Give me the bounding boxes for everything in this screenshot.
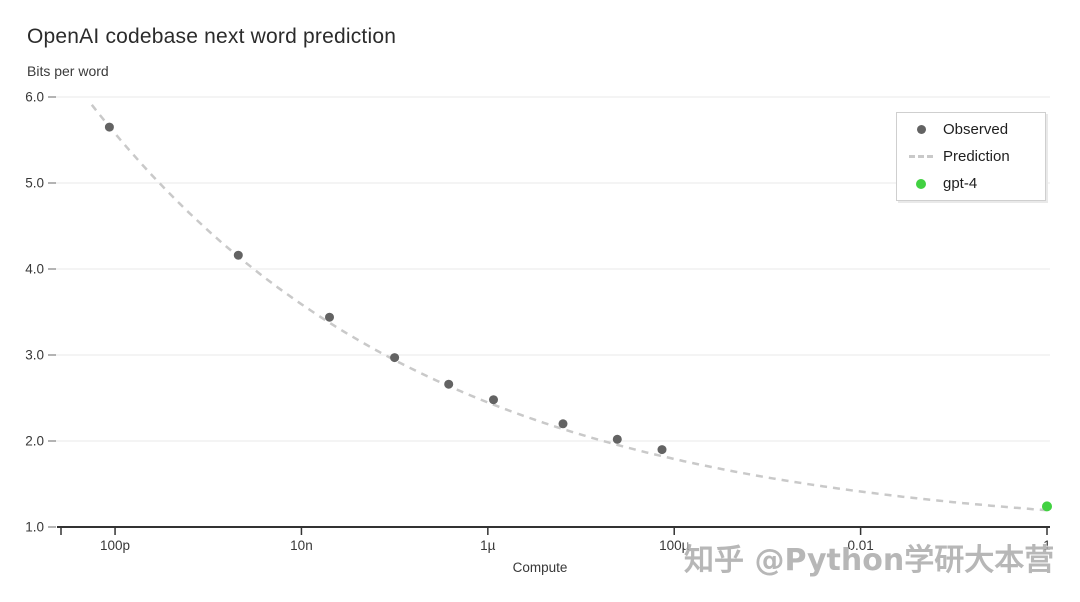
x-tick-label: 100p bbox=[100, 538, 130, 553]
data-point bbox=[390, 353, 400, 363]
data-point bbox=[104, 122, 114, 132]
legend: Observed Prediction gpt-4 bbox=[896, 112, 1046, 201]
x-tick-label: 0.01 bbox=[847, 538, 873, 553]
x-tick-label: 100µ bbox=[659, 538, 690, 553]
data-point bbox=[558, 419, 568, 429]
y-tick-label: 2.0 bbox=[25, 434, 44, 449]
legend-item-prediction: Prediction bbox=[908, 145, 1045, 169]
x-tick-label: 1µ bbox=[480, 538, 496, 553]
y-axis-ticks: 1.0 2.0 3.0 4.0 5.0 6.0 bbox=[25, 90, 56, 535]
x-tick-label: 1 bbox=[1043, 538, 1051, 553]
legend-item-observed: Observed bbox=[908, 118, 1045, 142]
y-tick-label: 5.0 bbox=[25, 176, 44, 191]
legend-label-observed: Observed bbox=[943, 121, 1009, 138]
gpt4-marker bbox=[908, 178, 934, 189]
data-point bbox=[325, 312, 334, 322]
observed-dot-icon bbox=[916, 125, 926, 134]
gpt4-dot-icon bbox=[916, 178, 926, 189]
y-tick-label: 3.0 bbox=[25, 348, 44, 363]
x-axis-title: Compute bbox=[512, 560, 568, 575]
legend-item-gpt4: gpt-4 bbox=[908, 172, 1045, 196]
data-point bbox=[612, 434, 622, 444]
legend-label-gpt4: gpt-4 bbox=[943, 175, 978, 192]
data-point bbox=[489, 395, 498, 405]
x-axis: 100p 10n 1µ 100µ 0.01 1 bbox=[57, 526, 1051, 553]
data-point bbox=[444, 379, 454, 389]
x-tick-label: 10n bbox=[290, 538, 313, 553]
y-tick-label: 1.0 bbox=[25, 520, 44, 535]
prediction-curve bbox=[90, 104, 1048, 512]
prediction-marker bbox=[908, 155, 934, 158]
data-point bbox=[233, 250, 243, 260]
y-tick-label: 4.0 bbox=[25, 262, 44, 277]
prediction-dash-icon bbox=[909, 155, 933, 158]
data-point bbox=[1042, 501, 1052, 512]
gridlines bbox=[55, 96, 1050, 442]
y-axis-unit-label: Bits per word bbox=[27, 63, 109, 79]
series-gpt-4 bbox=[1042, 501, 1052, 512]
watermark: 知乎 @Python学研大本营 bbox=[684, 543, 1055, 578]
y-tick-label: 6.0 bbox=[25, 90, 44, 105]
chart-title: OpenAI codebase next word prediction bbox=[27, 25, 397, 48]
data-point bbox=[657, 445, 667, 455]
series-observed bbox=[104, 122, 667, 455]
legend-label-prediction: Prediction bbox=[943, 148, 1010, 165]
observed-marker bbox=[908, 125, 934, 134]
